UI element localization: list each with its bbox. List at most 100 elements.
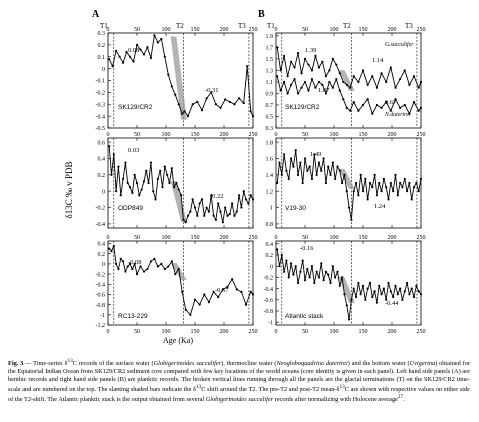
y-tick-label-b1: 0.7 — [266, 103, 274, 109]
data-point-b2 — [364, 177, 367, 181]
data-point-b3 — [310, 265, 314, 268]
data-point-b3 — [287, 276, 290, 279]
data-point-b1 — [321, 60, 324, 63]
data-point-a1 — [186, 115, 190, 118]
data-point-a1 — [125, 50, 128, 54]
x-tick-label-a3: 200 — [220, 235, 229, 241]
data-point-b2 — [385, 185, 388, 189]
caption-mid-bottom: ) and the bottom water ( — [347, 360, 410, 368]
data-point-b3 — [373, 290, 376, 293]
x-tick-label-bottom-a3: 100 — [162, 329, 171, 335]
data-point-a2 — [224, 206, 227, 209]
data-point-b2 — [315, 173, 318, 176]
core-name-a1: SK129/CR2 — [118, 104, 153, 111]
data-point-b1 — [307, 89, 310, 92]
data-point-a3 — [146, 267, 149, 271]
data-point-b2 — [387, 198, 390, 201]
data-point-a3 — [231, 278, 234, 281]
data-point-b1 — [296, 92, 300, 95]
data-point-b1 — [293, 77, 296, 81]
data-point-a1 — [181, 112, 184, 115]
y-tick-label-a3: -1 — [100, 313, 105, 319]
data-point-a2 — [231, 202, 234, 205]
data-point-b1 — [380, 72, 383, 75]
data-point-b1 — [321, 83, 324, 86]
x-tick-label-b3: 200 — [388, 235, 397, 241]
data-point-a1 — [156, 41, 159, 44]
data-point-a3 — [184, 308, 187, 311]
data-point-b2 — [317, 161, 321, 164]
core-name-b1: SK129/CR2 — [285, 104, 320, 111]
data-point-a1 — [219, 106, 222, 109]
data-point-a1 — [237, 97, 241, 100]
data-point-a2 — [145, 169, 148, 172]
data-point-b3 — [283, 270, 286, 273]
data-point-b2 — [394, 173, 397, 176]
data-point-a3 — [117, 267, 120, 271]
data-point-b2 — [327, 165, 330, 168]
mean-label-b3: -0.44 — [385, 300, 399, 307]
data-point-a2 — [131, 191, 134, 194]
data-point-a2 — [177, 188, 180, 191]
data-point-a2 — [128, 185, 132, 189]
data-point-b3 — [331, 265, 334, 268]
data-point-b3 — [375, 301, 379, 304]
data-point-a3 — [251, 293, 255, 296]
data-point-b1 — [279, 69, 282, 72]
data-point-a3 — [135, 272, 139, 276]
data-point-b2 — [389, 181, 392, 185]
data-point-a2 — [182, 218, 185, 221]
data-point-a3 — [126, 265, 129, 268]
y-tick-label-b2: 1.6 — [266, 157, 274, 163]
data-point-b3 — [403, 290, 406, 293]
data-point-b3 — [380, 293, 383, 296]
data-point-a2 — [121, 177, 125, 181]
y-tick-label-b1: 1.3 — [266, 69, 274, 75]
mean-label-a2: -0.22 — [210, 193, 224, 200]
data-point-a1 — [160, 37, 163, 41]
data-point-b3 — [364, 298, 367, 301]
data-point-b3 — [336, 270, 339, 273]
data-point-b3 — [313, 281, 316, 285]
x-tick-label-a1: 0 — [107, 27, 110, 33]
caption-species-bottom: Uvigerina — [409, 360, 436, 368]
x-tick-label-b3: 50 — [302, 235, 308, 241]
x-tick-label-b1: 150 — [359, 27, 368, 33]
data-point-b2 — [283, 153, 286, 156]
data-point-b1 — [371, 112, 374, 115]
y-tick-label-b2: 1.8 — [266, 140, 274, 146]
data-point-a2 — [175, 181, 178, 185]
caption-fig-label: Fig. 3 — [8, 360, 24, 368]
data-point-b2 — [287, 177, 290, 181]
data-point-a1 — [153, 34, 156, 37]
data-point-b3 — [303, 279, 307, 282]
data-point-a2 — [203, 214, 206, 217]
data-point-b1 — [279, 89, 282, 92]
panels-group: 0.30.20.10-0.1-0.2-0.3-0.4-0.50 50 100 150 2… — [96, 27, 426, 335]
data-point-a2 — [119, 194, 122, 197]
data-point-b3 — [322, 279, 325, 282]
data-point-b2 — [412, 185, 416, 189]
data-point-a2 — [173, 185, 176, 189]
x-tick-label-a2: 250 — [249, 132, 258, 138]
data-point-b3 — [368, 281, 372, 285]
x-tick-label-bottom-b3: 250 — [417, 329, 426, 335]
data-point-b1 — [417, 109, 420, 112]
data-point-b2 — [334, 177, 337, 181]
data-point-b1 — [335, 63, 338, 66]
data-point-b1 — [371, 75, 374, 78]
core-name-b2: V19-30 — [285, 205, 306, 212]
y-tick-label-a3: -1.2 — [96, 323, 106, 329]
data-point-a1 — [121, 61, 125, 64]
data-point-b1 — [303, 57, 307, 61]
data-point-b1 — [283, 80, 286, 84]
data-point-b1 — [276, 46, 279, 49]
x-tick-label-bottom-b3: 100 — [330, 329, 339, 335]
x-tick-label-b3: 100 — [330, 235, 339, 241]
x-tick-label-bottom-a3: 150 — [191, 329, 200, 335]
data-point-a2 — [166, 173, 169, 176]
data-point-a3 — [181, 290, 184, 294]
data-point-b3 — [347, 318, 351, 321]
data-point-a2 — [244, 198, 248, 201]
y-tick-label-b3: -0.6 — [264, 298, 274, 304]
